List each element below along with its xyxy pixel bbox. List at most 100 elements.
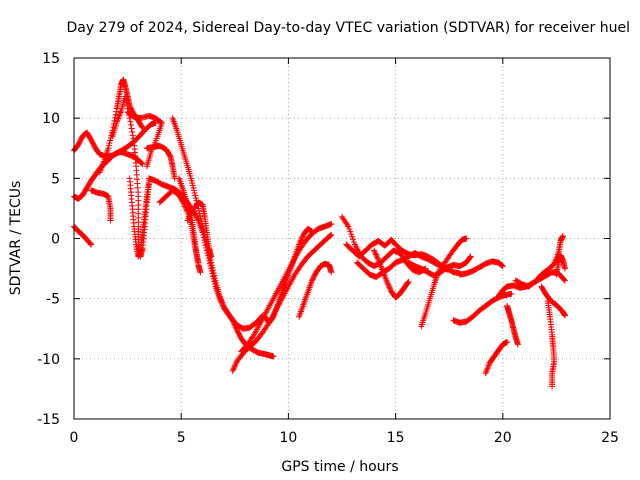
series-arc17: [261, 225, 315, 326]
y-tick-label: -15: [37, 412, 60, 428]
data-point: [297, 237, 304, 244]
data-point: [299, 234, 306, 241]
data-point: [200, 228, 207, 235]
data-point: [298, 236, 305, 243]
series-arc13: [176, 175, 204, 276]
data-point: [374, 254, 381, 261]
x-tick-label: 25: [601, 430, 619, 446]
data-point: [233, 325, 240, 332]
x-tick-label: 15: [387, 430, 405, 446]
data-point: [191, 187, 198, 194]
data-point: [384, 280, 391, 287]
data-point: [350, 236, 357, 243]
data-point: [349, 233, 356, 240]
series-arc31: [538, 283, 568, 319]
data-point: [105, 145, 112, 152]
data-point: [106, 140, 113, 147]
data-point: [129, 132, 136, 139]
series-arc08: [126, 175, 153, 260]
data-point: [86, 240, 93, 247]
data-point: [192, 195, 199, 202]
data-point: [499, 263, 506, 270]
data-point: [112, 111, 119, 118]
data-point: [467, 254, 474, 261]
data-point: [127, 122, 134, 129]
data-point: [194, 216, 201, 223]
data-point: [197, 269, 204, 276]
data-point: [374, 255, 381, 262]
x-tick-label: 20: [494, 430, 512, 446]
data-point: [232, 362, 239, 369]
data-point: [327, 232, 334, 239]
data-point: [229, 317, 236, 324]
data-point: [345, 223, 352, 230]
data-point: [105, 142, 112, 149]
y-tick-labels: -15 -10 -5 0 5 10 15: [37, 51, 60, 428]
x-axis-label: GPS time / hours: [281, 459, 398, 475]
data-point: [405, 278, 412, 285]
data-point: [308, 228, 315, 235]
x-tick-label: 0: [70, 430, 79, 446]
data-point: [107, 137, 114, 144]
data-point: [113, 108, 120, 115]
y-tick-label: 0: [51, 232, 60, 248]
data-point: [143, 163, 150, 170]
data-point: [87, 240, 94, 247]
data-point: [88, 241, 95, 248]
series-arc09: [143, 142, 178, 182]
x-tick-label: 10: [279, 430, 297, 446]
data-point: [296, 240, 303, 247]
data-point: [549, 383, 556, 390]
data-point: [107, 217, 114, 224]
data-point: [371, 248, 378, 255]
data-point: [385, 281, 392, 288]
data-point: [230, 318, 237, 325]
data-point: [128, 125, 135, 132]
series-arc12: [169, 115, 277, 360]
data-point: [371, 247, 378, 254]
series-arc03: [71, 148, 146, 202]
data-point: [385, 282, 392, 289]
series-arc25: [450, 290, 515, 326]
series-arc07: [124, 109, 165, 170]
data-point: [372, 251, 379, 258]
series-arc32: [544, 298, 558, 390]
data-point: [297, 238, 304, 245]
data-point: [514, 341, 521, 348]
chart-title: Day 279 of 2024, Sidereal Day-to-day VTE…: [67, 20, 630, 36]
data-point: [348, 231, 355, 238]
data-point: [192, 192, 199, 199]
data-point: [559, 233, 566, 240]
series-arc15: [229, 231, 335, 374]
data-point: [180, 200, 187, 207]
data-point: [210, 267, 217, 274]
data-point: [296, 241, 303, 248]
data-point: [129, 128, 136, 135]
data-point: [199, 223, 206, 230]
data-point: [328, 221, 335, 228]
data-point: [230, 365, 237, 372]
plot-frame: [73, 57, 611, 420]
data-point: [344, 222, 351, 229]
data-point: [231, 363, 238, 370]
data-point: [269, 314, 276, 321]
series-arc27: [482, 338, 511, 377]
data-point: [123, 99, 130, 106]
data-point: [208, 262, 215, 269]
series-arc33: [553, 252, 568, 278]
series-arc24: [418, 235, 470, 330]
data-point: [200, 226, 207, 233]
y-tick-label: 15: [42, 51, 60, 67]
data-point: [346, 226, 353, 233]
y-tick-label: -10: [37, 352, 60, 368]
data-point: [191, 189, 198, 196]
data-point: [122, 93, 129, 100]
data-point: [250, 333, 257, 340]
data-point: [561, 312, 568, 319]
data-point: [350, 238, 357, 245]
series-arc18: [296, 260, 335, 320]
data-point: [130, 135, 137, 142]
data-point: [208, 253, 215, 260]
data-point: [211, 275, 218, 282]
data-point: [124, 102, 131, 109]
